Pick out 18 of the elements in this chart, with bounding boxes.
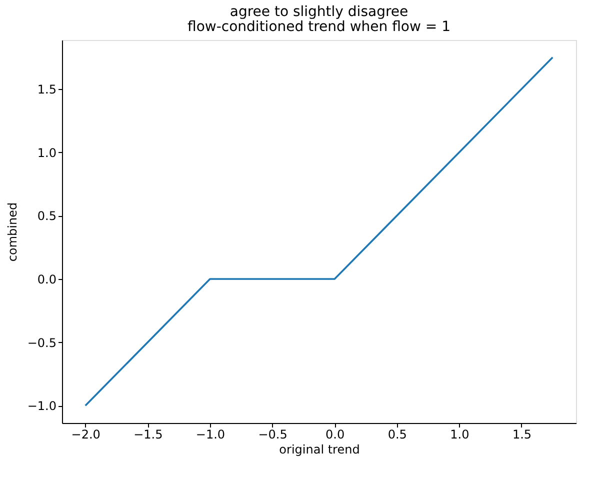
y-tick-label: −1.0 (27, 399, 56, 414)
x-tick-label: 1.5 (512, 428, 532, 442)
chart-title: agree to slightly disagree (230, 4, 408, 20)
x-axis-title: original trend (279, 442, 360, 456)
y-tick-label: 0.0 (37, 272, 56, 286)
y-tick-label: 1.0 (37, 146, 56, 160)
y-tick-label: 0.5 (37, 209, 56, 224)
x-tick-label: −1.5 (134, 428, 163, 442)
x-tick-label: −1.0 (196, 428, 226, 442)
chart-subtitle: flow-conditioned trend when flow = 1 (188, 19, 450, 35)
x-tick-label: 0.0 (326, 428, 345, 442)
x-tick-label: 0.5 (388, 428, 407, 442)
x-tick-label: 1.0 (450, 428, 470, 442)
y-tick-label: −0.5 (27, 336, 56, 350)
y-axis-title: combined (5, 202, 20, 262)
x-tick-label: −2.0 (71, 428, 100, 442)
x-tick-label: −0.5 (258, 428, 288, 442)
y-tick-label: 1.5 (37, 82, 56, 97)
